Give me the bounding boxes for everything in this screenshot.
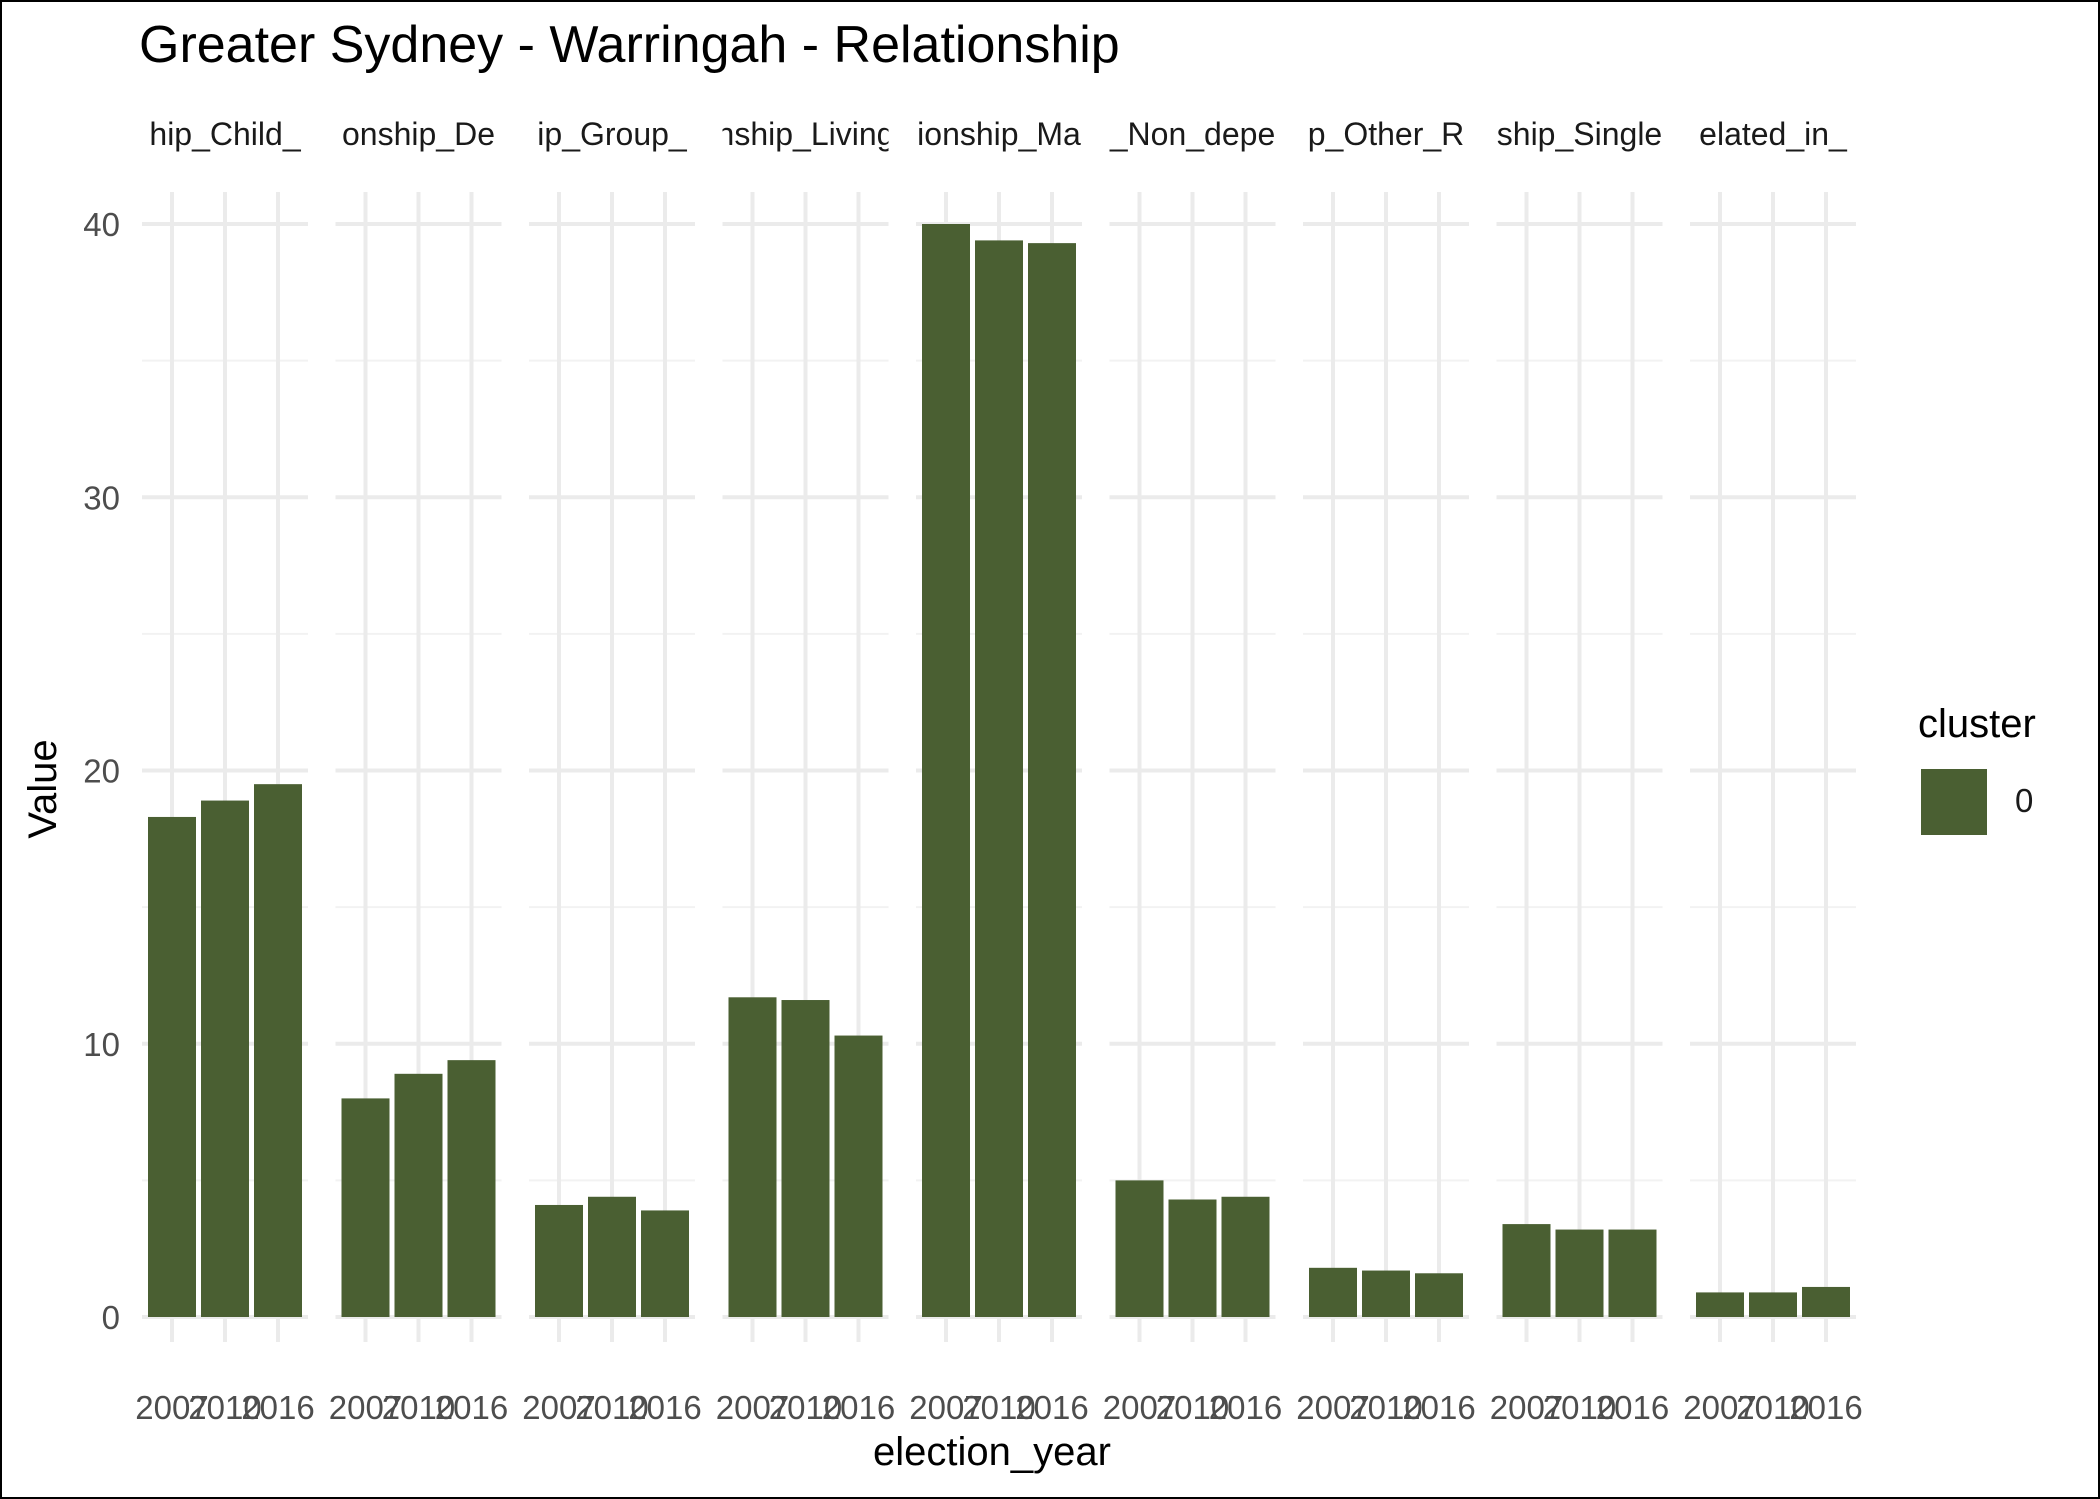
x-tick-label: 2016 (1402, 1389, 1475, 1426)
x-tick-label: 2016 (822, 1389, 895, 1426)
bar (641, 1210, 689, 1317)
x-tick-label: 2010 (1349, 1389, 1422, 1426)
bar (1555, 1229, 1604, 1317)
x-tick-label: 2016 (1789, 1389, 1862, 1426)
bar (1115, 1180, 1164, 1317)
bar (1309, 1267, 1357, 1317)
x-tick-label: 2007 (1683, 1389, 1756, 1426)
facet-strip-label: ip_Group_ (537, 116, 688, 152)
bar (254, 784, 302, 1317)
x-tick-label: 2007 (1103, 1389, 1176, 1426)
y-axis-title: Value (21, 739, 65, 838)
bar (535, 1204, 583, 1317)
bar (834, 1035, 883, 1317)
x-tick-label: 2010 (1156, 1389, 1229, 1426)
x-tick-label: 2007 (522, 1389, 595, 1426)
x-axis-title: election_year (873, 1430, 1111, 1474)
x-tick-label: 2010 (962, 1389, 1035, 1426)
legend-key-0 (1921, 769, 1987, 835)
x-tick-label: 2016 (1015, 1389, 1088, 1426)
bar (1221, 1196, 1270, 1317)
x-tick-label: 2016 (435, 1389, 508, 1426)
y-tick-labels: 0 10 20 30 40 (83, 206, 120, 1336)
y-tick-label: 30 (83, 479, 120, 516)
bar (1749, 1292, 1797, 1317)
bar (341, 1098, 390, 1317)
bar (1696, 1292, 1744, 1317)
x-tick-label: 2007 (329, 1389, 402, 1426)
facet-strip-label: hip_Child_ (149, 116, 301, 152)
y-tick-label: 40 (83, 206, 120, 243)
bar (1608, 1229, 1657, 1317)
legend-label-0: 0 (2015, 782, 2033, 819)
x-tick-label: 2010 (769, 1389, 842, 1426)
facet-strip-label: nship_Living (717, 116, 895, 152)
bar (588, 1196, 636, 1317)
legend: cluster 0 (1918, 702, 2036, 835)
facet-strip-label: elated_in_ (1699, 116, 1848, 152)
bar (1502, 1224, 1551, 1317)
facet-strips: hip_Child_ onship_De ip_Group_ nship_Living… (149, 116, 1848, 152)
x-tick-label: 2010 (188, 1389, 261, 1426)
bar (201, 800, 249, 1317)
x-tick-label: 2010 (575, 1389, 648, 1426)
facet-strip-label: ship_Single (1497, 116, 1662, 152)
x-tick-label: 2007 (1296, 1389, 1369, 1426)
x-tick-label: 2010 (1736, 1389, 1809, 1426)
legend-title: cluster (1918, 702, 2036, 746)
bar (1802, 1286, 1850, 1317)
y-tick-label: 0 (102, 1299, 120, 1336)
x-tick-label: 2016 (628, 1389, 701, 1426)
x-tick-label: 2007 (135, 1389, 208, 1426)
facet-strip-label: onship_De (342, 116, 495, 152)
x-tick-label: 2010 (1543, 1389, 1616, 1426)
x-tick-label: 2007 (909, 1389, 982, 1426)
bar (394, 1073, 443, 1317)
x-tick-label: 2007 (716, 1389, 789, 1426)
bar (781, 1000, 830, 1317)
facet-strip-label: _Non_depe (1109, 116, 1275, 152)
bar (447, 1060, 496, 1317)
y-tick-label: 20 (83, 753, 120, 790)
x-tick-label: 2010 (382, 1389, 455, 1426)
bars (148, 224, 1850, 1318)
bar (728, 997, 777, 1317)
bar (1028, 243, 1076, 1318)
bar (1415, 1273, 1463, 1317)
bar (1168, 1199, 1217, 1317)
bar (148, 816, 196, 1317)
chart-title: Greater Sydney - Warringah - Relationshi… (139, 16, 1120, 74)
facet-strip-label: p_Other_R (1308, 116, 1465, 152)
x-tick-label: 2007 (1490, 1389, 1563, 1426)
bar (1362, 1270, 1410, 1317)
x-tick-label: 2016 (241, 1389, 314, 1426)
x-tick-label: 2016 (1596, 1389, 1669, 1426)
facet-strip-label: ionship_Ma (917, 116, 1081, 152)
x-tick-label: 2016 (1209, 1389, 1282, 1426)
y-tick-label: 10 (83, 1026, 120, 1063)
bar (922, 224, 970, 1317)
bar (975, 240, 1023, 1317)
